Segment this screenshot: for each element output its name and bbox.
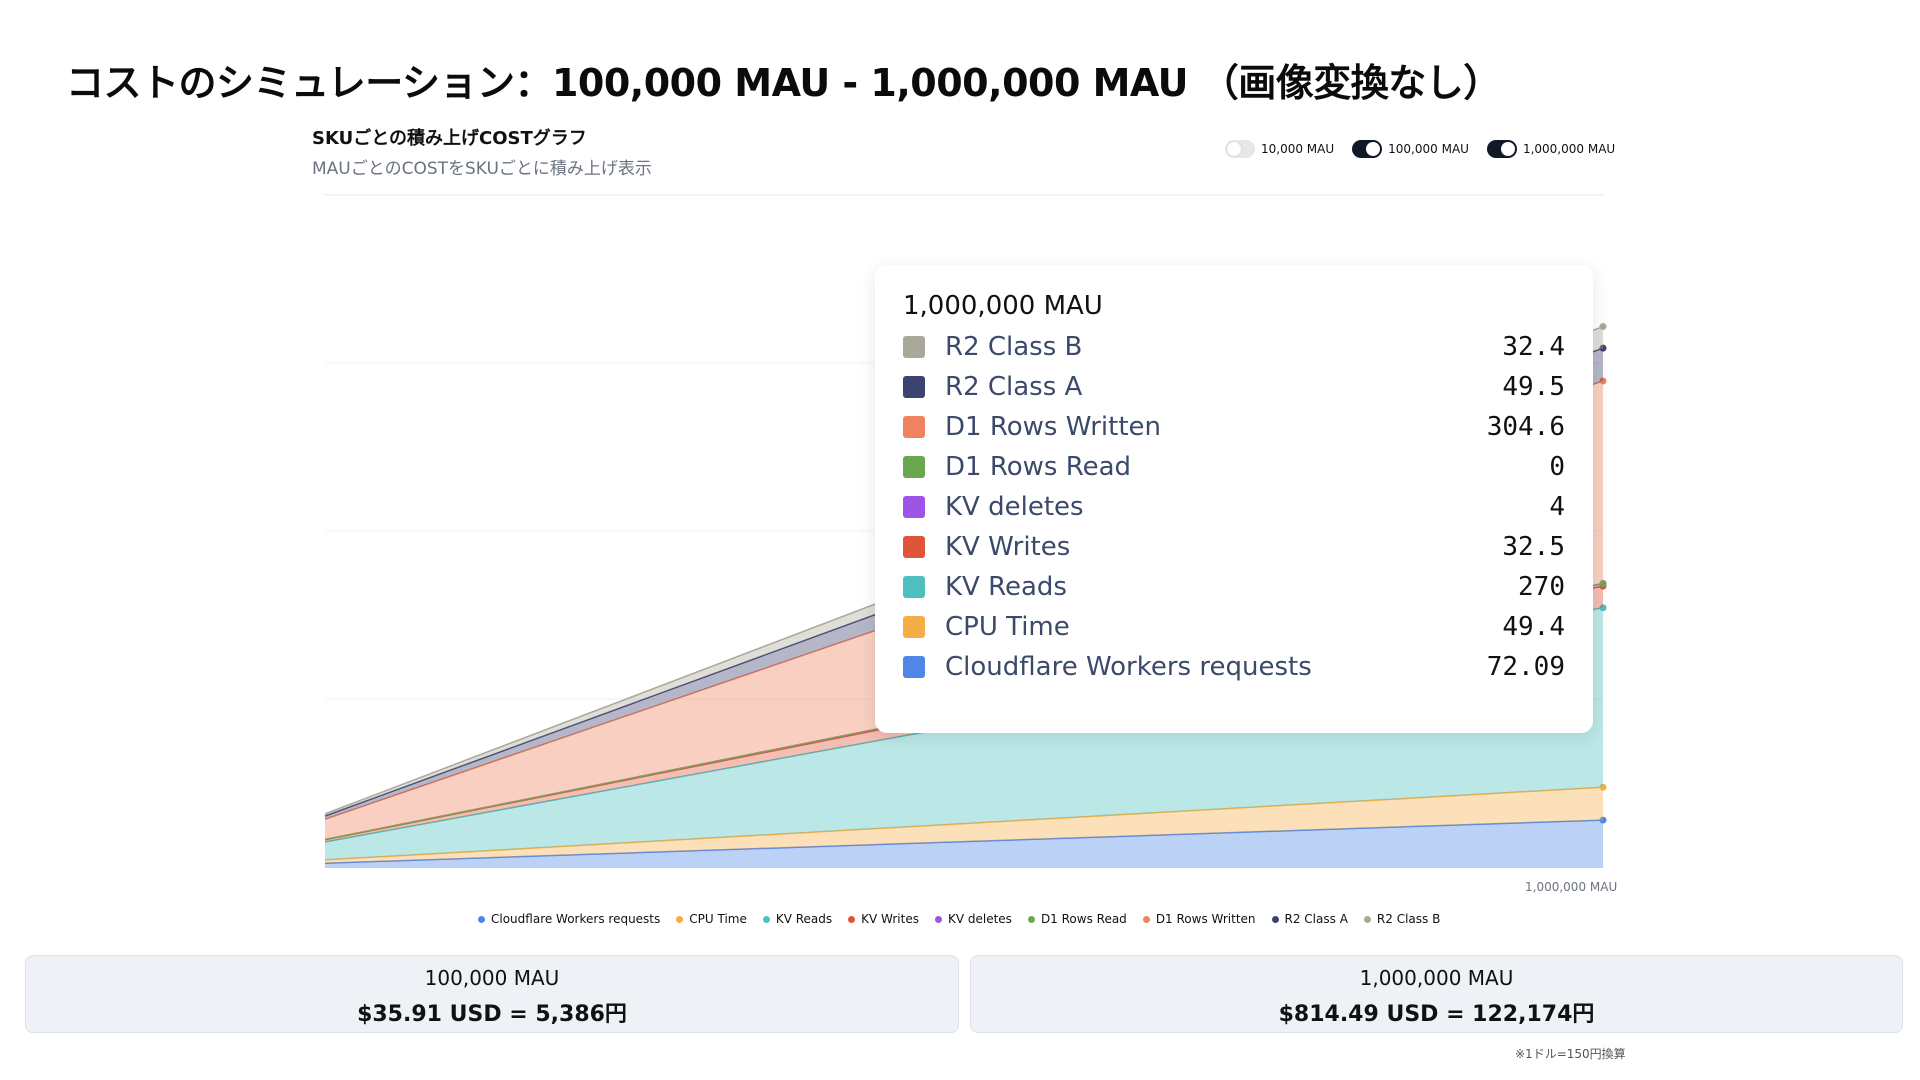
tooltip-series-value: 0: [1549, 452, 1565, 482]
legend-item[interactable]: KV Reads: [762, 912, 833, 926]
legend-item[interactable]: CPU Time: [676, 912, 747, 926]
legend-item[interactable]: D1 Rows Written: [1142, 912, 1256, 926]
toggle-100000-mau[interactable]: 100,000 MAU: [1352, 140, 1469, 158]
summary-value: $35.91 USD = 5,386円: [357, 1002, 627, 1027]
legend-item[interactable]: KV deletes: [934, 912, 1012, 926]
tooltip-title: 1,000,000 MAU: [903, 291, 1103, 321]
chart-title: SKUごとの積み上げCOSTグラフ: [312, 128, 587, 149]
toggle-switch[interactable]: [1352, 140, 1383, 158]
chart-tooltip: 1,000,000 MAU R2 Class B 32.4 R2 Class A 49…: [875, 265, 1593, 733]
tooltip-row: R2 Class B 32.4: [903, 327, 1565, 367]
summary-100000-mau: 100,000 MAU $35.91 USD = 5,386円: [25, 955, 959, 1033]
chart-subtitle: MAUごとのCOSTをSKUごとに積み上げ表示: [312, 159, 652, 179]
summary-1000000-mau: 1,000,000 MAU $814.49 USD = 122,174円: [970, 955, 1903, 1033]
data-point: [1599, 816, 1607, 824]
toggle-switch[interactable]: [1225, 140, 1255, 158]
legend-label: Cloudflare Workers requests: [491, 912, 661, 926]
tooltip-series-name: Cloudflare Workers requests: [945, 652, 1312, 682]
legend-item[interactable]: Cloudflare Workers requests: [478, 912, 660, 926]
data-point: [1599, 377, 1607, 385]
series-line: [324, 786, 1604, 861]
data-point: [1599, 783, 1607, 791]
legend-item[interactable]: R2 Class B: [1363, 912, 1441, 926]
tooltip-swatch: [903, 416, 925, 438]
legend-marker: [934, 915, 942, 923]
legend-marker: [676, 915, 684, 923]
mau-toggles: 10,000 MAU 100,000 MAU 1,000,000 MAU: [1225, 140, 1615, 158]
tooltip-series-value: 49.4: [1502, 612, 1565, 642]
tooltip-series-value: 270: [1518, 572, 1565, 602]
tooltip-row: D1 Rows Written 304.6: [903, 407, 1565, 447]
legend-marker: [1363, 915, 1371, 923]
legend-item[interactable]: D1 Rows Read: [1027, 912, 1127, 926]
legend-marker: [762, 915, 770, 923]
tooltip-series-value: 49.5: [1502, 372, 1565, 402]
data-point: [1599, 344, 1607, 352]
tooltip-series-value: 72.09: [1486, 652, 1565, 682]
data-point: [1599, 323, 1607, 331]
summary-label: 1,000,000 MAU: [1359, 966, 1514, 990]
series-area: [325, 820, 1603, 868]
tooltip-swatch: [903, 376, 925, 398]
toggle-1000000-mau[interactable]: 1,000,000 MAU: [1486, 140, 1616, 158]
legend-label: D1 Rows Written: [1155, 912, 1256, 926]
footnote: ※1ドル=150円換算: [1515, 1047, 1626, 1061]
legend-item[interactable]: KV Writes: [848, 912, 919, 926]
toggle-label: 1,000,000 MAU: [1522, 142, 1616, 156]
legend-label: KV deletes: [947, 912, 1012, 926]
tooltip-swatch: [903, 616, 925, 638]
tooltip-series-value: 32.4: [1502, 332, 1565, 362]
tooltip-series-name: R2 Class A: [945, 372, 1083, 402]
tooltip-row: KV Writes 32.5: [903, 527, 1565, 567]
toggle-switch[interactable]: [1486, 140, 1517, 158]
legend-label: D1 Rows Read: [1040, 912, 1127, 926]
page-title: コストのシミュレーション：100,000 MAU - 1,000,000 MAU…: [66, 61, 1501, 105]
tooltip-series-value: 4: [1549, 492, 1565, 522]
tooltip-series-name: KV deletes: [945, 492, 1084, 522]
tooltip-swatch: [903, 336, 925, 358]
tooltip-swatch: [903, 536, 925, 558]
data-point: [1599, 604, 1607, 612]
legend-marker: [478, 915, 485, 923]
tooltip-swatch: [903, 496, 925, 518]
chart-legend: Cloudflare Workers requests CPU Time KV Re…: [478, 912, 1440, 926]
legend-label: KV Writes: [861, 912, 919, 926]
legend-item[interactable]: R2 Class A: [1271, 912, 1348, 926]
toggle-label: 100,000 MAU: [1388, 142, 1469, 156]
tooltip-series-name: D1 Rows Read: [945, 452, 1132, 482]
legend-marker: [1027, 915, 1035, 923]
tooltip-row: R2 Class A 49.5: [903, 367, 1565, 407]
tooltip-row: Cloudflare Workers requests 72.09: [903, 647, 1565, 687]
toggle-label: 10,000 MAU: [1261, 142, 1335, 156]
legend-label: R2 Class B: [1376, 912, 1441, 926]
tooltip-series-name: KV Reads: [945, 572, 1067, 602]
legend-marker: [1271, 915, 1279, 923]
tooltip-row: KV deletes 4: [903, 487, 1565, 527]
x-axis-tick-label: 1,000,000 MAU: [1525, 880, 1618, 894]
summary-label: 100,000 MAU: [424, 966, 560, 990]
tooltip-series-value: 304.6: [1486, 412, 1565, 442]
legend-label: CPU Time: [689, 912, 747, 926]
tooltip-row: D1 Rows Read 0: [903, 447, 1565, 487]
tooltip-row: CPU Time 49.4: [903, 607, 1565, 647]
legend-marker: [848, 915, 856, 923]
tooltip-series-name: KV Writes: [945, 532, 1071, 562]
tooltip-series-name: R2 Class B: [945, 332, 1083, 362]
legend-label: R2 Class A: [1284, 912, 1348, 926]
tooltip-series-value: 32.5: [1502, 532, 1565, 562]
tooltip-row: KV Reads 270: [903, 567, 1565, 607]
tooltip-swatch: [903, 656, 925, 678]
toggle-10000-mau[interactable]: 10,000 MAU: [1225, 140, 1334, 158]
tooltip-series-name: D1 Rows Written: [945, 412, 1162, 442]
tooltip-swatch: [903, 456, 925, 478]
summary-value: $814.49 USD = 122,174円: [1278, 1002, 1595, 1027]
legend-marker: [1142, 915, 1150, 923]
series-line: [324, 819, 1604, 864]
legend-label: KV Reads: [775, 912, 833, 926]
data-point: [1599, 579, 1607, 587]
series-area: [325, 787, 1603, 864]
tooltip-series-name: CPU Time: [945, 612, 1070, 642]
tooltip-swatch: [903, 576, 925, 598]
